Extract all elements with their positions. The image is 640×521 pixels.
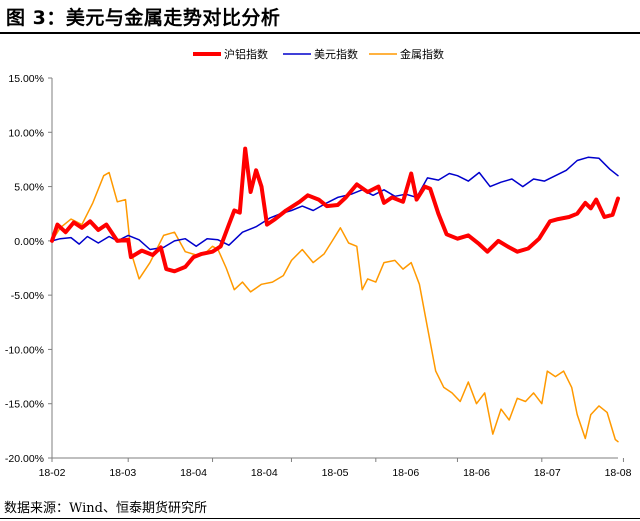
series-line-2 — [51, 156, 619, 251]
y-tick-label: -15.00% — [5, 399, 44, 411]
figure-title: 图 3：美元与金属走势对比分析 — [6, 7, 281, 29]
title-divider — [0, 32, 640, 34]
source-note: 数据来源：Wind、恒泰期货研究所 — [4, 501, 207, 516]
title-bar: 图 3：美元与金属走势对比分析 — [0, 0, 640, 32]
y-tick-label: -5.00% — [11, 290, 44, 302]
source-divider — [0, 518, 640, 519]
y-tick-label: 0.00% — [14, 236, 44, 248]
x-tick-label: 18-07 — [534, 467, 561, 479]
y-tick-label: 10.00% — [8, 127, 44, 139]
chart-area: 15.00% 10.00% 5.00% 0.00% -5.00% -10.00% -15.0… — [0, 36, 640, 494]
y-tick-label: 15.00% — [8, 73, 44, 85]
legend-label: 沪铝指数 — [224, 47, 268, 61]
x-tick-label: 18-04 — [251, 467, 278, 479]
legend-label: 美元指数 — [314, 47, 358, 61]
x-tick-label: 18-02 — [39, 467, 66, 479]
x-tick-label: 18-04 — [180, 467, 207, 479]
legend-label: 金属指数 — [400, 47, 444, 61]
series-line-3 — [51, 171, 619, 443]
y-tick-label: -20.00% — [5, 453, 44, 465]
x-tick-label: 18-08 — [605, 467, 632, 479]
x-tick-label: 18-05 — [322, 467, 349, 479]
y-tick-label: 5.00% — [14, 182, 44, 194]
y-tick-label: -10.00% — [5, 344, 44, 356]
x-tick-label: 18-06 — [463, 467, 490, 479]
series-line-1 — [50, 146, 620, 274]
line-chart: 15.00% 10.00% 5.00% 0.00% -5.00% -10.00% -15.0… — [5, 47, 632, 479]
x-tick-label: 18-03 — [109, 467, 136, 479]
x-tick-label: 18-06 — [392, 467, 419, 479]
